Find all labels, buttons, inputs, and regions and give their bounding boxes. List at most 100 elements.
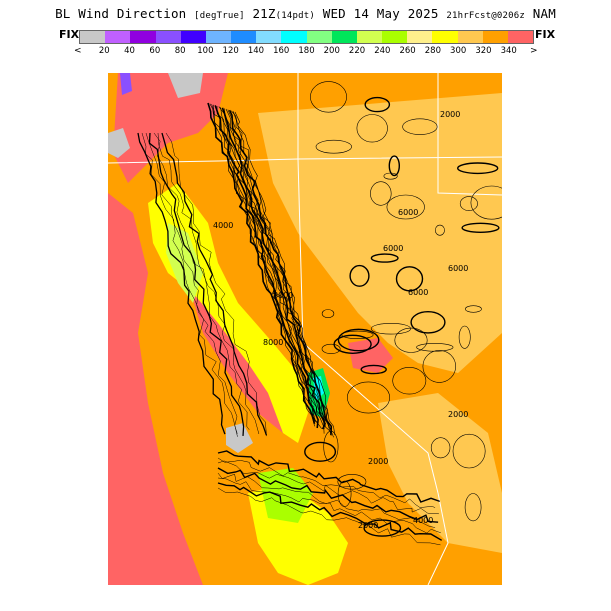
contour-line (220, 107, 326, 427)
contour-ring (315, 139, 352, 154)
contour-elevation-label: 8000 (273, 291, 293, 300)
region-interior-wnw-2 (378, 393, 502, 553)
contour-ring (458, 325, 471, 349)
map-title: BL Wind Direction [degTrue] 21Z(14pdt) W… (0, 6, 611, 21)
legend-tick-label: 340 (500, 46, 517, 56)
state-border-east (437, 73, 502, 196)
contour-ring (370, 253, 399, 263)
contour-ring (464, 493, 482, 522)
contour-line (157, 132, 260, 435)
contour-line (148, 132, 245, 436)
title-unit: [degTrue] (194, 11, 245, 21)
contour-ring (386, 194, 425, 220)
region-nne-wind (166, 223, 203, 303)
contour-ring (321, 343, 341, 354)
contour-ring (410, 310, 446, 334)
state-border-south (427, 492, 449, 585)
legend-tick-label: 120 (222, 46, 239, 56)
contour-line (214, 105, 319, 429)
contour-elevation-label: 4000 (413, 516, 433, 525)
title-time: 21Z (252, 6, 276, 21)
contour-line (165, 132, 267, 437)
legend-swatch (205, 31, 232, 43)
contour-ring (370, 181, 392, 206)
wind-direction-map[interactable]: 2000 4000 6000 6000 6000 6000 8000 8000 2000 2000… (108, 73, 502, 585)
legend-tick-label: 100 (197, 46, 214, 56)
legend-tick-label: 200 (323, 46, 340, 56)
contour-ring (416, 343, 454, 352)
legend-tick-label: 60 (149, 46, 161, 56)
contour-line (217, 457, 436, 508)
legend-swatch (130, 31, 156, 43)
contour-line (161, 132, 268, 436)
legend-tick-label: 140 (247, 46, 265, 56)
region-calm-central (226, 423, 253, 453)
legend-swatch (281, 31, 307, 43)
contour-elevation-label: 4000 (213, 221, 233, 230)
legend-swatch (331, 31, 357, 43)
title-forecast: 21hrFcst@0206z (446, 11, 526, 21)
legend-swatch (482, 31, 508, 43)
contour-line (217, 467, 439, 523)
title-date: WED 14 May 2025 (322, 6, 439, 21)
contour-ring (452, 433, 486, 469)
legend-swatch (356, 31, 383, 43)
contour-ring (310, 81, 347, 113)
color-legend-bar (79, 30, 534, 44)
legend-tick-label: 320 (475, 46, 492, 56)
title-model: NAM (532, 6, 556, 21)
legend-swatch (155, 31, 181, 43)
terrain-contours (137, 81, 502, 546)
contour-line (217, 487, 441, 546)
contour-ring (364, 96, 391, 113)
legend-swatch (256, 31, 282, 43)
legend-swatch (407, 31, 433, 43)
contour-ring (323, 430, 339, 463)
contour-ring (356, 114, 388, 143)
contour-ring (347, 381, 391, 414)
contour-line (216, 105, 322, 429)
legend-tick-label: 180 (298, 46, 315, 56)
legend-swatch (382, 31, 408, 43)
contour-ring (434, 224, 445, 236)
contour-ring (392, 367, 427, 395)
contour-elevation-label: 8000 (263, 338, 283, 347)
contour-ring (360, 364, 387, 375)
contour-ring (321, 309, 335, 318)
legend-swatch (457, 31, 483, 43)
contour-line (217, 477, 441, 534)
contour-line (217, 460, 439, 515)
contour-ring (349, 264, 370, 287)
legend-swatch (306, 31, 332, 43)
contour-ring (388, 155, 400, 177)
legend-tick-label: 240 (374, 46, 391, 56)
contour-ring (422, 350, 456, 383)
region-east-west-wind (348, 338, 393, 373)
legend-tick-label: 40 (124, 46, 135, 56)
legend-swatch (105, 31, 131, 43)
contour-line (228, 109, 333, 436)
legend-fix-right: FIX (535, 28, 556, 41)
region-purple-north (120, 73, 132, 95)
contour-ring (363, 519, 402, 537)
legend-arrow-left: < (74, 46, 82, 56)
title-local-time: (14pdt) (275, 11, 315, 21)
legend-tick-label: 280 (424, 46, 441, 56)
legend-swatch (432, 31, 458, 43)
contour-elevation-label: 6000 (383, 244, 403, 253)
contour-ring (459, 196, 478, 211)
state-border-north (108, 156, 502, 164)
contour-elevation-label: 2000 (440, 110, 460, 119)
legend-swatch (180, 31, 206, 43)
contour-line (232, 111, 334, 438)
legend-tick-label: 80 (174, 46, 186, 56)
contour-ring (337, 480, 352, 507)
contour-elevation-label: 6000 (398, 208, 418, 217)
legend-tick-label: 260 (399, 46, 416, 56)
region-north-west-wind (113, 73, 228, 183)
contour-ring (395, 266, 424, 292)
legend-tick-labels: 20 40 60 80 100 120 140 160 180 200 220 240 260 280 30… (79, 46, 534, 58)
contour-ring (394, 327, 428, 353)
contour-line (217, 472, 436, 528)
contour-line (141, 132, 238, 437)
